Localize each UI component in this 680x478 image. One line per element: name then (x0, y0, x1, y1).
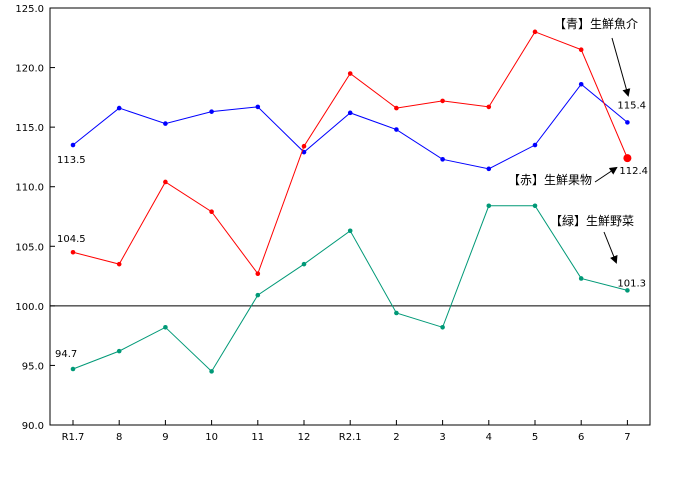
data-point (347, 110, 353, 116)
data-point (625, 288, 630, 293)
legend-green-label: 【緑】生鮮野菜 (550, 213, 634, 228)
x-tick-label: 9 (162, 432, 168, 443)
data-point (532, 142, 538, 148)
legend-blue-label: 【青】生鮮魚介 (554, 17, 638, 31)
data-point (209, 109, 214, 114)
data-point (301, 143, 307, 149)
data-point (394, 105, 399, 111)
data-point (70, 249, 76, 255)
data-point (301, 149, 307, 155)
y-tick-label: 95.0 (22, 361, 44, 372)
x-tick-label: 12 (298, 432, 311, 443)
data-point (623, 154, 632, 163)
x-tick-label: 7 (624, 432, 630, 443)
x-tick-label: 6 (578, 432, 584, 443)
data-point (163, 325, 168, 330)
data-point (578, 81, 584, 87)
data-point (578, 276, 584, 281)
y-tick-label: 100.0 (15, 302, 44, 313)
data-labels: 113.5 115.4 104.5 112.4 94.7 101.3 (55, 100, 648, 360)
data-label-first: 113.5 (57, 155, 86, 166)
data-label-first: 104.5 (57, 234, 86, 245)
data-point (255, 271, 261, 276)
x-tick-label: 3 (439, 432, 445, 443)
data-point (578, 47, 584, 52)
data-point (116, 261, 122, 267)
data-point (301, 261, 307, 267)
data-point (440, 98, 445, 104)
y-tick-label: 120.0 (15, 64, 44, 75)
data-point (70, 142, 76, 148)
y-tick-label: 110.0 (15, 183, 44, 194)
data-point (440, 325, 445, 330)
legend-red-label: 【赤】生鮮果物 (508, 173, 592, 187)
data-point (116, 348, 122, 354)
y-tick-label: 115.0 (15, 123, 44, 134)
data-point (255, 292, 261, 298)
data-point (394, 310, 399, 316)
x-tick-label: R1.7 (62, 432, 85, 443)
data-point (163, 121, 168, 126)
x-tick-label: 10 (205, 432, 218, 443)
data-point (209, 209, 214, 215)
x-axis-ticks: R1.7 8 9 10 11 12 R2.1 2 3 4 5 6 7 (62, 420, 631, 443)
data-label-last: 115.4 (617, 100, 646, 111)
x-tick-label: 8 (116, 432, 122, 443)
data-point (532, 29, 538, 35)
legend-green-arrow (603, 231, 618, 264)
data-label-first: 94.7 (55, 349, 77, 360)
y-tick-label: 125.0 (15, 4, 44, 15)
x-tick-label: 4 (486, 432, 492, 443)
x-tick-label: 11 (251, 432, 264, 443)
data-point (394, 127, 399, 132)
plot-area (49, 7, 651, 426)
y-axis-ticks: 90.0 95.0 100.0 105.0 110.0 115.0 120.0 125.0 (15, 4, 55, 432)
data-point (347, 228, 353, 234)
data-point (486, 166, 492, 172)
data-point (209, 369, 214, 374)
data-point (532, 203, 538, 209)
data-point (625, 120, 630, 125)
x-tick-label: 2 (393, 432, 399, 443)
data-point (486, 203, 492, 209)
data-point (116, 105, 122, 111)
y-tick-label: 90.0 (22, 421, 44, 432)
x-tick-label: R2.1 (339, 432, 362, 443)
data-point (255, 104, 261, 110)
data-point (486, 104, 492, 110)
data-point (440, 157, 445, 162)
y-tick-label: 105.0 (15, 242, 44, 253)
series-lines (70, 29, 632, 374)
legend-blue-arrow (611, 37, 631, 97)
legend-red-arrow (594, 166, 618, 183)
data-point (70, 366, 76, 372)
data-point (347, 71, 353, 76)
x-tick-label: 5 (532, 432, 538, 443)
data-label-last: 112.4 (619, 166, 648, 177)
data-point (163, 179, 168, 185)
data-label-last: 101.3 (617, 278, 646, 289)
